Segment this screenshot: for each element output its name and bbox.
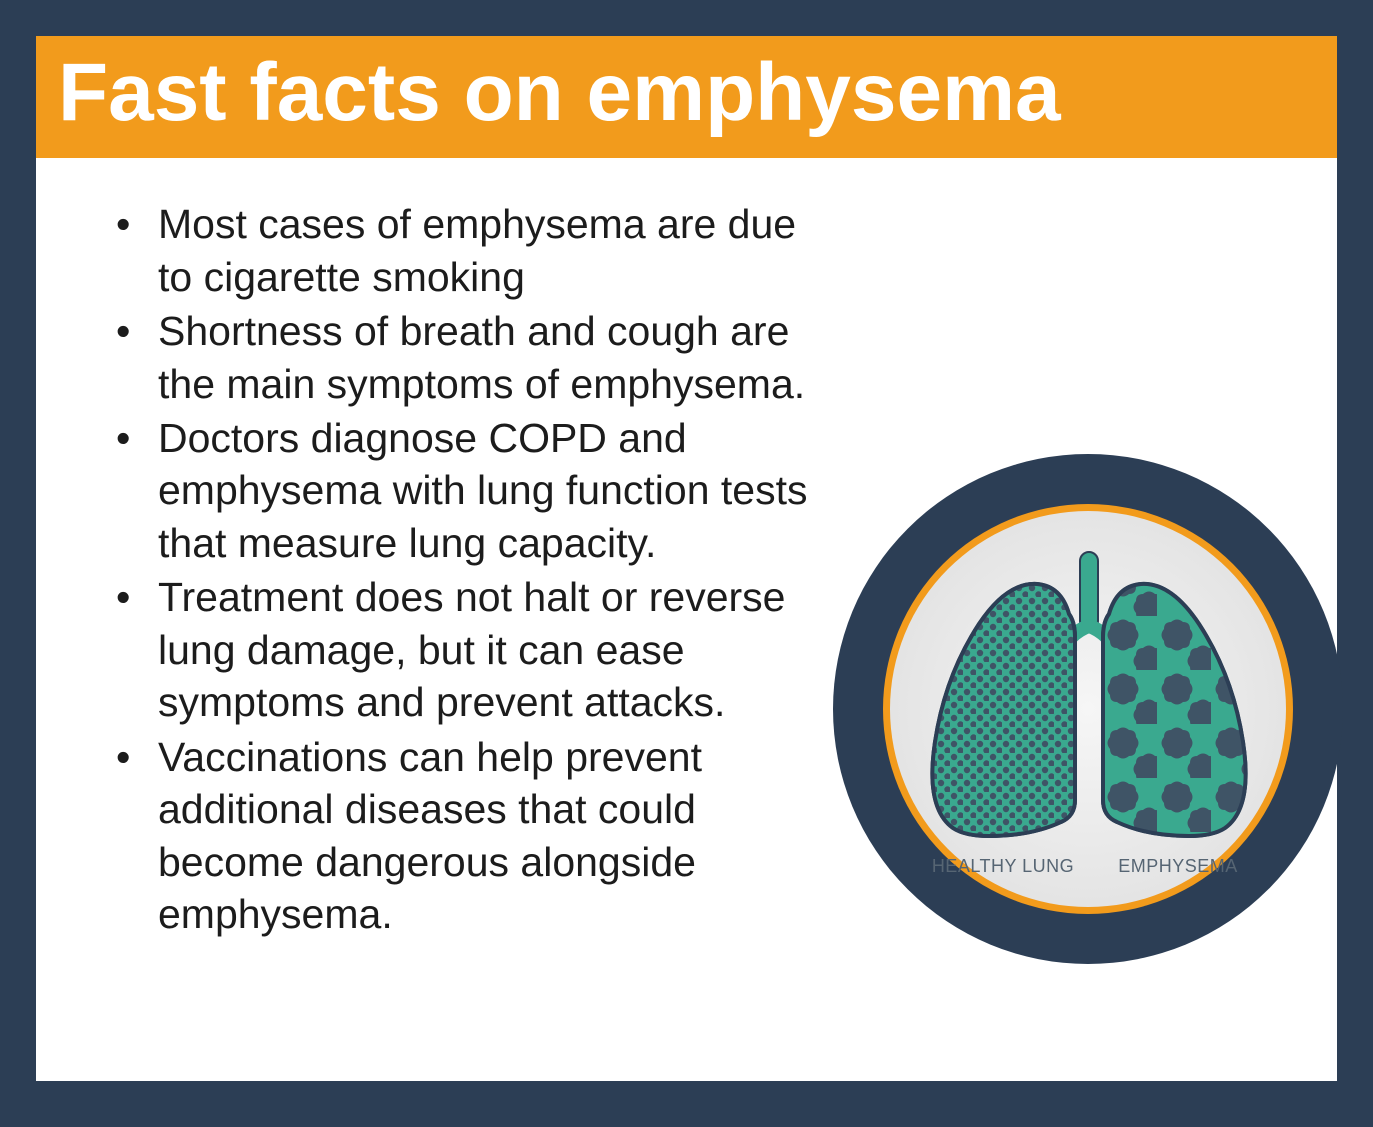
lung-diagram: HEALTHY LUNG EMPHYSEMA: [833, 454, 1343, 964]
title-bar: Fast facts on emphysema: [36, 36, 1337, 158]
list-item: Treatment does not halt or reverse lung …: [116, 571, 826, 728]
lungs-icon: HEALTHY LUNG EMPHYSEMA: [833, 454, 1343, 964]
emphysema-lung-label: EMPHYSEMA: [1118, 856, 1238, 876]
healthy-lung-label: HEALTHY LUNG: [932, 856, 1074, 876]
list-item: Doctors diagnose COPD and emphysema with…: [116, 412, 826, 569]
content-area: Most cases of emphysema are due to cigar…: [36, 158, 1337, 973]
facts-list: Most cases of emphysema are due to cigar…: [116, 198, 826, 941]
outer-frame: Fast facts on emphysema Most cases of em…: [0, 0, 1373, 1127]
list-item: Shortness of breath and cough are the ma…: [116, 305, 826, 410]
page-title: Fast facts on emphysema: [58, 50, 1315, 136]
list-item: Vaccinations can help prevent additional…: [116, 731, 826, 941]
list-item: Most cases of emphysema are due to cigar…: [116, 198, 826, 303]
inner-panel: Fast facts on emphysema Most cases of em…: [36, 36, 1337, 1081]
